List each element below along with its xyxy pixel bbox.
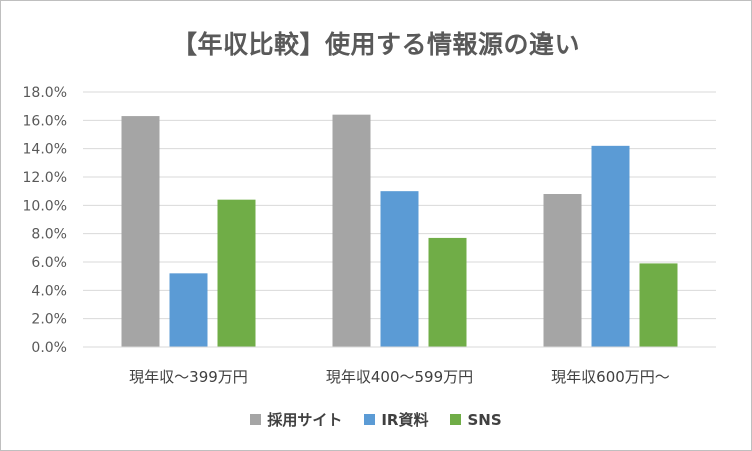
- x-category-label: 現年収400～599万円: [326, 368, 473, 386]
- y-tick-label: 6.0%: [31, 255, 67, 271]
- x-category-label: 現年収600万円～: [551, 368, 670, 386]
- bar-sns: [639, 263, 678, 347]
- legend-label: 採用サイト: [267, 411, 343, 429]
- bar-ir-material: [591, 145, 630, 347]
- legend-item: 採用サイト: [250, 409, 342, 430]
- y-tick-label: 10.0%: [23, 198, 67, 214]
- legend-label: IR資料: [381, 411, 429, 429]
- bar-recruit-site: [121, 116, 160, 347]
- axes: 0.0% 2.0% 4.0% 6.0% 8.0% 10.0% 12.0% 14.0% 16.0%…: [23, 85, 716, 386]
- y-tick-label: 4.0%: [31, 283, 67, 299]
- y-tick-label: 12.0%: [23, 170, 67, 186]
- y-tick-label: 16.0%: [23, 113, 67, 129]
- chart-legend: 採用サイト IR資料 SNS: [1, 409, 751, 430]
- bars: [121, 114, 678, 348]
- legend-label: SNS: [467, 410, 502, 429]
- y-tick-label: 8.0%: [31, 227, 67, 243]
- legend-swatch: [364, 414, 376, 425]
- y-tick-label: 14.0%: [23, 142, 67, 158]
- bar-sns: [217, 199, 256, 347]
- bar-recruit-site: [332, 114, 371, 348]
- y-tick-label: 18.0%: [23, 85, 67, 101]
- legend-item: IR資料: [364, 409, 428, 430]
- legend-swatch: [450, 414, 462, 425]
- bar-ir-material: [380, 191, 419, 347]
- bar-sns: [428, 237, 467, 347]
- legend-item: SNS: [450, 410, 502, 429]
- bar-recruit-site: [543, 194, 582, 347]
- y-tick-label: 2.0%: [31, 312, 67, 328]
- legend-swatch: [250, 414, 262, 425]
- bar-ir-material: [169, 273, 208, 347]
- y-tick-label: 0.0%: [31, 340, 67, 356]
- chart-title: 【年収比較】使用する情報源の違い: [171, 30, 580, 59]
- x-category-label: 現年収～399万円: [129, 368, 248, 386]
